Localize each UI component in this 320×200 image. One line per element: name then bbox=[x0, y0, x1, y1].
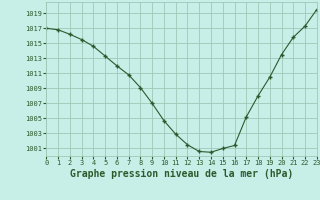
X-axis label: Graphe pression niveau de la mer (hPa): Graphe pression niveau de la mer (hPa) bbox=[70, 169, 293, 179]
